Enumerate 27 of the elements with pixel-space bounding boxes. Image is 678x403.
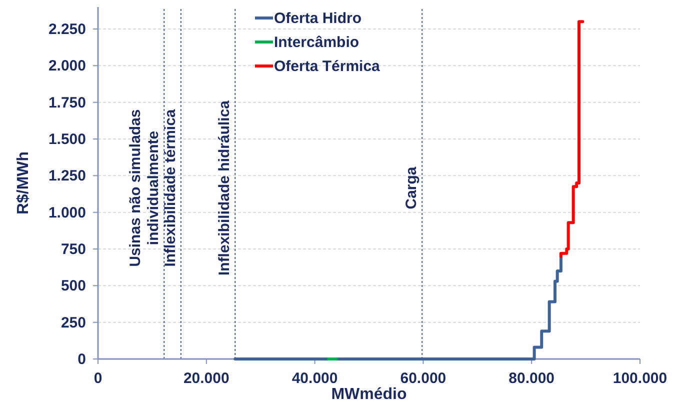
x-tick-label: 20.000 bbox=[183, 370, 230, 387]
legend-label: Intercâmbio bbox=[274, 34, 360, 51]
x-tick-label: 40.000 bbox=[292, 370, 338, 387]
line-series bbox=[234, 254, 562, 360]
y-tick-label: 750 bbox=[60, 241, 86, 258]
y-tick-label: 250 bbox=[60, 314, 86, 332]
ref-line-label: Carga bbox=[403, 166, 420, 210]
y-tick-label: 2.000 bbox=[48, 58, 86, 75]
ref-line-label: Inflexibilidade térmica bbox=[162, 108, 179, 267]
ref-line-label: Inflexibilidade hidráulica bbox=[216, 100, 234, 276]
x-tick-label: 80.000 bbox=[508, 370, 555, 387]
y-tick-label: 1.250 bbox=[48, 168, 86, 185]
legend-label: Oferta Térmica bbox=[274, 58, 381, 75]
legend-label: Oferta Hidro bbox=[274, 10, 362, 27]
x-tick-label: 0 bbox=[94, 370, 102, 387]
y-tick-label: 2.250 bbox=[48, 21, 86, 38]
y-tick-label: 0 bbox=[78, 351, 86, 368]
y-axis-title: R$/MWh bbox=[15, 151, 32, 215]
x-axis-title: MWmédio bbox=[331, 386, 407, 403]
y-tick-label: 1.000 bbox=[48, 204, 86, 222]
ref-line-label: Usinas não simuladas individualmente bbox=[127, 109, 162, 267]
y-tick-label: 500 bbox=[60, 278, 86, 295]
y-tick-label: 1.500 bbox=[48, 131, 86, 148]
x-tick-label: 60.000 bbox=[400, 370, 446, 387]
x-tick-label: 100.000 bbox=[612, 370, 668, 387]
y-tick-label: 1.750 bbox=[48, 94, 86, 112]
line-series bbox=[559, 20, 584, 258]
